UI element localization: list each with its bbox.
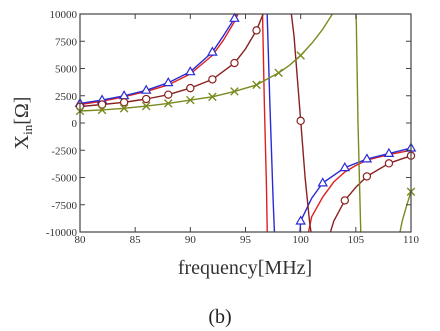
y-axis-label: Xin[Ω] bbox=[11, 97, 35, 150]
series-2-marker bbox=[140, 84, 152, 94]
x-tick-label: 105 bbox=[348, 234, 365, 246]
series-2-marker bbox=[361, 153, 373, 163]
series-3-line bbox=[290, 14, 312, 232]
x-tick-label: 85 bbox=[130, 234, 142, 246]
y-tick-label: 7500 bbox=[55, 36, 78, 48]
x-axis-label: frequency[MHz] bbox=[178, 257, 312, 279]
subfigure-caption: (b) bbox=[208, 306, 231, 328]
series-3-marker bbox=[119, 98, 129, 107]
x-tick-label: 80 bbox=[75, 234, 87, 246]
series-4-marker bbox=[252, 80, 261, 90]
series-2-marker bbox=[317, 177, 329, 187]
series-4-marker bbox=[296, 51, 305, 60]
series-3-marker bbox=[252, 26, 261, 35]
series-2-marker bbox=[339, 162, 351, 172]
series-3-marker bbox=[164, 90, 173, 99]
y-axis-label-sub: in bbox=[20, 124, 35, 135]
series-4-marker bbox=[141, 101, 151, 111]
y-axis-label-unit: [Ω] bbox=[11, 97, 33, 125]
series-3-marker bbox=[141, 94, 151, 104]
series-4-marker bbox=[97, 105, 107, 115]
series-1-line bbox=[80, 14, 239, 106]
series-3-marker bbox=[362, 172, 372, 181]
series-4-marker bbox=[119, 103, 129, 113]
axis-layer: 80 85 90 95 100 105 110 10000 7500 5000 2500 0 -2500… bbox=[46, 9, 420, 246]
x-tick-label: 95 bbox=[240, 234, 252, 246]
y-tick-label: -7500 bbox=[51, 200, 77, 212]
x-tick-label: 110 bbox=[403, 234, 420, 246]
series-4-line bbox=[399, 191, 411, 232]
series-4-marker bbox=[230, 87, 239, 96]
series-2-marker bbox=[229, 12, 240, 22]
series-4-marker bbox=[208, 92, 217, 102]
plot-frame bbox=[79, 13, 412, 233]
series-4-marker bbox=[186, 95, 195, 105]
marker-layer bbox=[74, 12, 417, 225]
series-layer bbox=[80, 14, 411, 232]
series-2-marker bbox=[207, 46, 218, 56]
series-2-marker bbox=[185, 66, 196, 76]
series-3-marker bbox=[230, 58, 239, 68]
series-3-line bbox=[80, 14, 264, 108]
series-2-marker bbox=[295, 215, 306, 225]
y-axis-label-main: X bbox=[11, 134, 33, 149]
x-tick-label: 100 bbox=[292, 234, 309, 246]
series-1-line bbox=[261, 14, 268, 232]
series-4-marker bbox=[163, 99, 173, 108]
series-3-marker bbox=[208, 75, 217, 84]
y-tick-label: 5000 bbox=[55, 64, 78, 76]
series-3-marker bbox=[340, 196, 349, 205]
y-tick-label: 10000 bbox=[50, 9, 78, 21]
series-3-marker bbox=[186, 83, 195, 93]
series-3-line bbox=[329, 155, 411, 232]
series-4-line bbox=[355, 14, 362, 232]
y-tick-label: -2500 bbox=[51, 145, 77, 157]
series-3-marker bbox=[97, 100, 107, 109]
y-tick-label: -10000 bbox=[46, 227, 78, 239]
series-1-line bbox=[307, 149, 411, 232]
series-2-marker bbox=[383, 147, 395, 157]
series-2-line bbox=[80, 14, 238, 105]
series-3-marker bbox=[296, 116, 305, 126]
y-tick-label: 2500 bbox=[55, 91, 78, 103]
series-3-marker bbox=[384, 159, 394, 168]
y-tick-label: -5000 bbox=[51, 173, 77, 185]
series-2-marker bbox=[162, 76, 174, 87]
x-tick-label: 90 bbox=[185, 234, 197, 246]
y-tick-label: 0 bbox=[72, 118, 78, 130]
series-4-marker bbox=[274, 68, 283, 78]
series-2-line bbox=[266, 14, 276, 232]
